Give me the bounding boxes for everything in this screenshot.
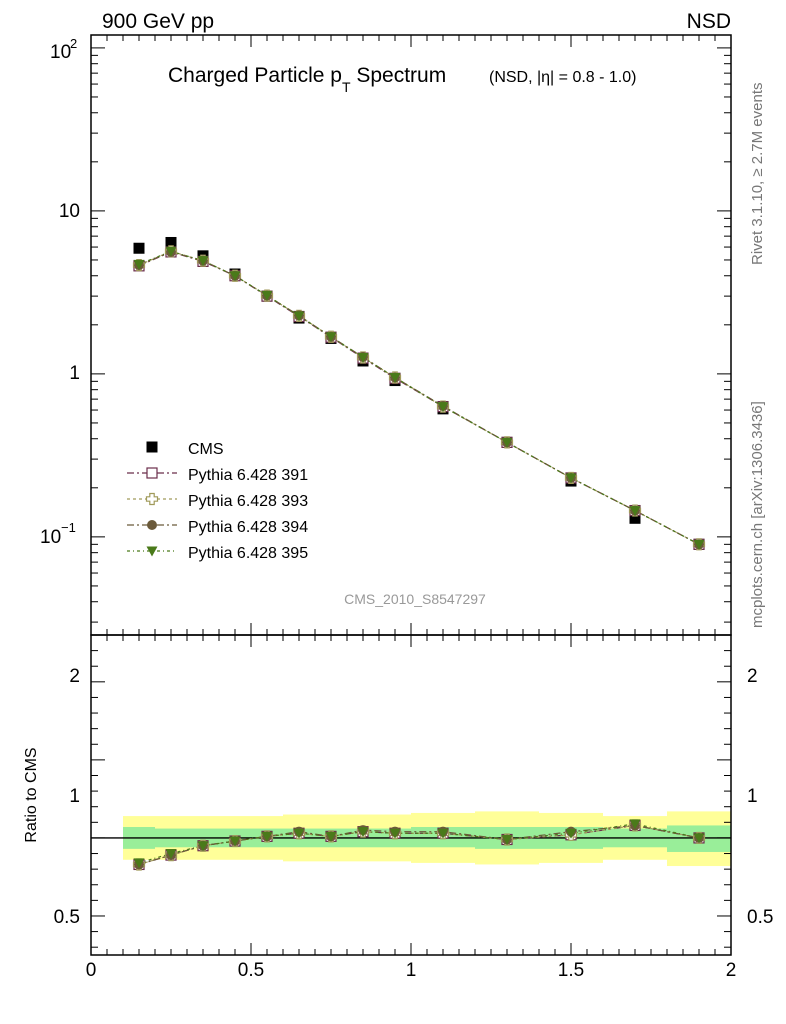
ratio-point-s3-2 bbox=[197, 841, 209, 852]
ratio-point-s3-6 bbox=[325, 831, 337, 842]
main-point-s4-9 bbox=[437, 402, 449, 413]
legend-item-395: Pythia 6.428 395 bbox=[127, 545, 308, 562]
legend-marker-394 bbox=[127, 520, 177, 530]
main-ytick-100-exp: 2 bbox=[70, 36, 77, 51]
legend-item-391: Pythia 6.428 391 bbox=[127, 467, 308, 484]
ratio-ytick-right-1: 1 bbox=[747, 786, 758, 807]
main-point-s4-5 bbox=[293, 311, 305, 322]
main-frame bbox=[90, 34, 732, 636]
series-line-4 bbox=[138, 250, 700, 545]
main-series-layer bbox=[132, 236, 706, 551]
legend-symbol-1 bbox=[146, 467, 158, 479]
title-prefix: Charged Particle p bbox=[168, 64, 342, 87]
chart-title-detail: (NSD, |η| = 0.8 - 1.0) bbox=[489, 69, 636, 86]
ratio-y-tick-labels-right: 2 1 0.5 bbox=[747, 666, 773, 928]
mcplots-label: mcplots.cern.ch [arXiv:1306.3436] bbox=[749, 401, 766, 628]
legend-label-391: Pythia 6.428 391 bbox=[188, 467, 308, 484]
ratio-point-s3-8 bbox=[389, 828, 401, 839]
ratio-point-s3-12 bbox=[629, 819, 641, 830]
legend-label-395: Pythia 6.428 395 bbox=[188, 545, 308, 562]
ratio-point-s3-1 bbox=[165, 849, 177, 860]
legend-label-394: Pythia 6.428 394 bbox=[188, 519, 308, 536]
axes-layer bbox=[90, 34, 732, 956]
ratio-point-s3-10 bbox=[501, 834, 513, 845]
main-point-s4-7 bbox=[357, 353, 369, 364]
ratio-point-s3-5 bbox=[293, 828, 305, 839]
header-right: NSD bbox=[687, 10, 731, 33]
xtick-1: 1 bbox=[406, 960, 417, 981]
main-point-s4-8 bbox=[389, 373, 401, 384]
ratio-ytick-right-0.5: 0.5 bbox=[747, 907, 773, 928]
legend-symbol-4 bbox=[146, 546, 158, 557]
legend-label-cms: CMS bbox=[188, 441, 224, 458]
xtick-2: 2 bbox=[726, 960, 737, 981]
ratio-ylabel: Ratio to CMS bbox=[23, 747, 40, 842]
ratio-point-s3-7 bbox=[357, 827, 369, 838]
main-point-s4-4 bbox=[261, 290, 273, 301]
xtick-1.5: 1.5 bbox=[558, 960, 584, 981]
rivet-label: Rivet 3.1.10, ≥ 2.7M events bbox=[749, 83, 766, 266]
ratio-point-s3-3 bbox=[229, 836, 241, 847]
main-point-s0-1 bbox=[165, 236, 177, 248]
legend-item-394: Pythia 6.428 394 bbox=[127, 519, 308, 536]
ratio-point-s3-0 bbox=[133, 858, 145, 869]
xtick-0.5: 0.5 bbox=[238, 960, 264, 981]
ratio-ytick-0.5: 0.5 bbox=[54, 907, 80, 928]
legend-symbol-3 bbox=[147, 520, 157, 530]
main-point-s4-3 bbox=[229, 271, 241, 282]
main-point-s4-11 bbox=[565, 473, 577, 484]
chart-title: Charged Particle pT Spectrum bbox=[168, 64, 446, 95]
main-point-s4-1 bbox=[165, 246, 177, 257]
ratio-ytick-1: 1 bbox=[69, 786, 80, 807]
ratio-frame bbox=[90, 634, 732, 956]
ratio-point-s3-13 bbox=[693, 833, 705, 844]
xtick-0: 0 bbox=[86, 960, 97, 981]
main-point-s4-10 bbox=[501, 437, 513, 448]
ratio-series-layer bbox=[132, 819, 706, 871]
main-point-s4-6 bbox=[325, 332, 337, 343]
legend-symbol-2 bbox=[145, 492, 159, 506]
main-point-s4-0 bbox=[133, 259, 145, 270]
legend-marker-cms bbox=[146, 441, 158, 453]
main-point-s4-2 bbox=[197, 256, 209, 267]
legend-symbol-0 bbox=[146, 441, 158, 453]
main-point-s4-13 bbox=[693, 539, 705, 550]
ratio-point-s3-4 bbox=[261, 831, 273, 842]
ratio-ytick-2: 2 bbox=[69, 666, 80, 687]
main-ytick-10: 10 bbox=[59, 201, 80, 222]
main-ytick-0.1-base: 10 bbox=[40, 527, 61, 548]
main-ytick-100-base: 10 bbox=[50, 42, 71, 63]
main-point-s4-12 bbox=[629, 506, 641, 517]
main-ytick-0.1-exp: −1 bbox=[61, 520, 76, 535]
main-ytick-1: 1 bbox=[69, 363, 80, 384]
header-left: 900 GeV pp bbox=[102, 10, 214, 33]
series-line-3 bbox=[138, 251, 700, 545]
legend-marker-391 bbox=[127, 467, 177, 479]
main-y-tick-labels: 10 2 10 1 10 −1 bbox=[40, 36, 80, 548]
main-point-s0-0 bbox=[133, 242, 145, 254]
ratio-point-s3-9 bbox=[437, 828, 449, 839]
ratio-y-tick-labels-left: 2 1 0.5 bbox=[54, 666, 80, 928]
x-tick-labels: 0 0.5 1 1.5 2 bbox=[86, 960, 737, 981]
legend-marker-395 bbox=[127, 546, 177, 557]
legend-marker-393 bbox=[127, 492, 177, 506]
ratio-point-s3-11 bbox=[565, 828, 577, 839]
legend: CMS Pythia 6.428 391 Pythia 6.428 393 Py… bbox=[127, 441, 308, 562]
title-suffix: Spectrum bbox=[351, 64, 447, 87]
legend-item-cms: CMS bbox=[146, 441, 224, 458]
ratio-line-2 bbox=[138, 824, 700, 866]
main-point-s0-12 bbox=[629, 512, 641, 524]
ratio-ytick-right-2: 2 bbox=[747, 666, 758, 687]
legend-label-393: Pythia 6.428 393 bbox=[188, 493, 308, 510]
title-subscript: T bbox=[342, 79, 351, 95]
analysis-id: CMS_2010_S8547297 bbox=[344, 591, 486, 607]
legend-item-393: Pythia 6.428 393 bbox=[127, 492, 308, 510]
